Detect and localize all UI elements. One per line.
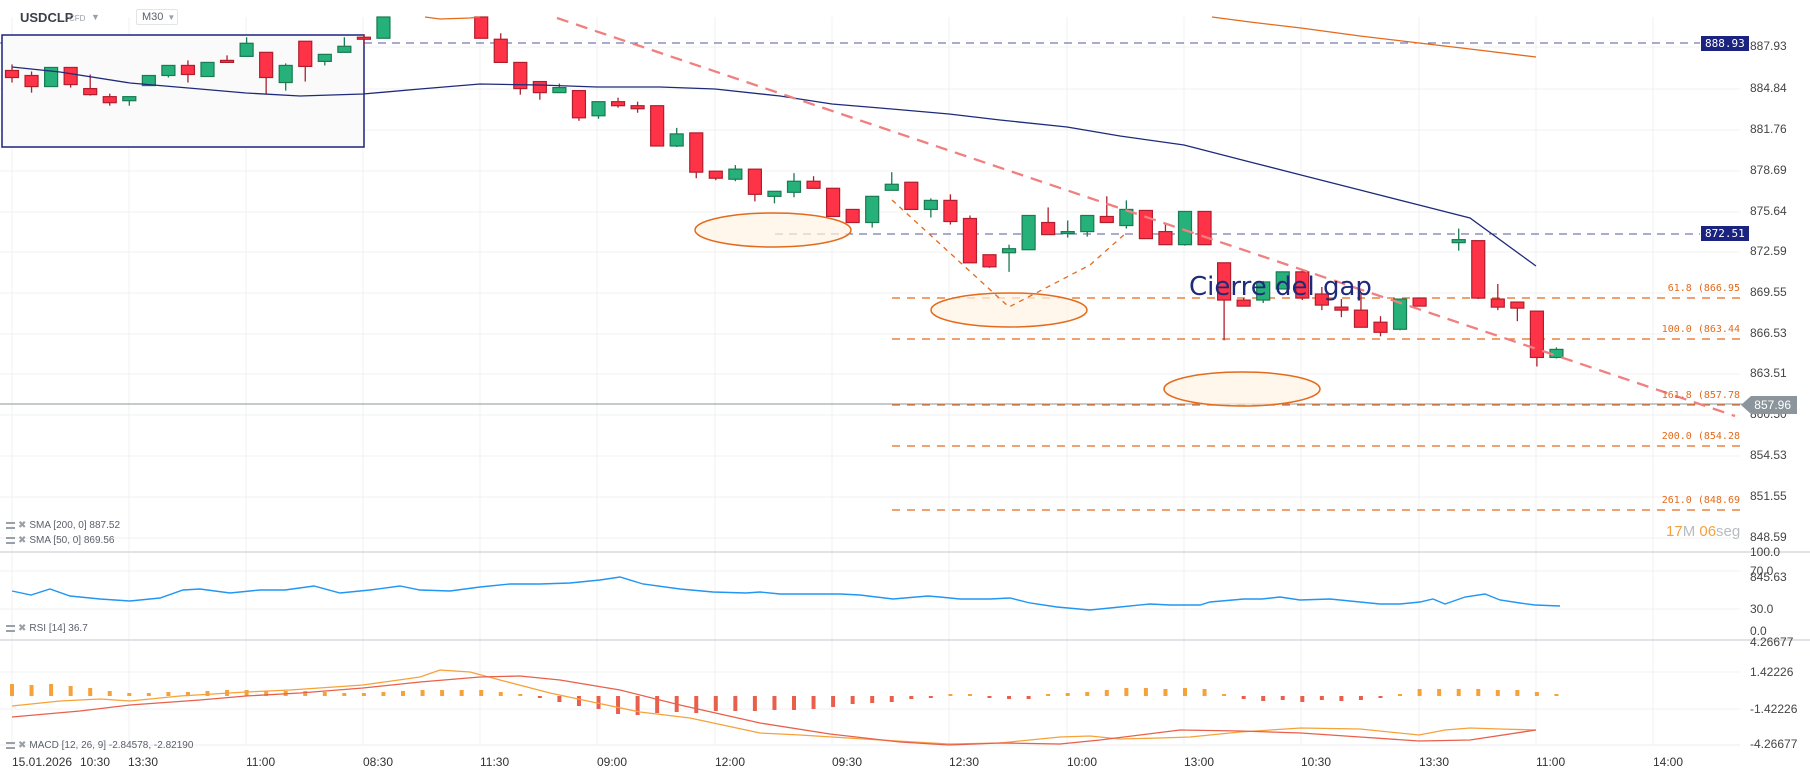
close-icon[interactable]: ✖ bbox=[18, 740, 27, 751]
time-axis-tick: 12:30 bbox=[949, 755, 980, 769]
settings-icon[interactable] bbox=[6, 521, 15, 529]
time-axis-tick: 14:00 bbox=[1653, 755, 1684, 769]
rsi-axis-tick: 100.0 bbox=[1750, 545, 1781, 559]
grid-lines bbox=[0, 17, 1740, 745]
price-axis-tick: 845.63 bbox=[1750, 570, 1787, 584]
candlesticks bbox=[4, 16, 1564, 367]
legend-sma50-label: SMA [50, 0] 869.56 bbox=[29, 535, 115, 546]
macd-axis-tick: -4.26677 bbox=[1750, 737, 1798, 751]
price-axis-tick: 848.59 bbox=[1750, 530, 1787, 544]
fib-level-label: 161.8 (857.78 bbox=[1661, 390, 1740, 401]
current-price-tag: 857.96 bbox=[1741, 396, 1797, 414]
macd-axis-tick: 4.26677 bbox=[1750, 635, 1794, 649]
time-axis-tick: 10:00 bbox=[1067, 755, 1098, 769]
price-axis-tick: 884.84 bbox=[1750, 81, 1787, 95]
time-axis-tick: 09:30 bbox=[832, 755, 863, 769]
close-icon[interactable]: ✖ bbox=[18, 520, 27, 531]
price-axis-tick: 863.51 bbox=[1750, 366, 1787, 380]
price-axis-tick: 875.64 bbox=[1750, 204, 1787, 218]
price-axis-tick: 866.53 bbox=[1750, 326, 1787, 340]
fib-level-label: 100.0 (863.44 bbox=[1661, 324, 1740, 335]
legend-sma200-label: SMA [200, 0] 887.52 bbox=[29, 520, 121, 531]
price-axis-tick: 887.93 bbox=[1750, 39, 1787, 53]
legend-sma50: ✖ SMA [50, 0] 869.56 bbox=[6, 535, 114, 546]
countdown-minutes: 17 bbox=[1666, 523, 1683, 540]
time-axis-tick: 12:00 bbox=[715, 755, 746, 769]
time-axis-tick: 13:30 bbox=[128, 755, 159, 769]
symbol-dropdown-icon[interactable]: ▼ bbox=[91, 12, 100, 22]
macd-panel bbox=[10, 669, 1559, 746]
panel-dividers bbox=[0, 551, 1810, 746]
price-axis-tick: 878.69 bbox=[1750, 163, 1787, 177]
close-icon[interactable]: ✖ bbox=[18, 535, 27, 546]
fib-level-label: 200.0 (854.28 bbox=[1661, 431, 1740, 442]
time-axis-tick: 11:30 bbox=[480, 755, 510, 769]
instrument-type: CFD bbox=[69, 14, 86, 23]
rsi-panel bbox=[11, 576, 1561, 611]
price-tag-resistance-high: 888.93 bbox=[1701, 36, 1749, 51]
timeframe-select[interactable]: M30 ▼ bbox=[136, 9, 178, 25]
time-axis-tick: 13:00 bbox=[1184, 755, 1215, 769]
legend-sma200: ✖ SMA [200, 0] 887.52 bbox=[6, 520, 120, 531]
close-icon[interactable]: ✖ bbox=[18, 623, 27, 634]
countdown-seconds: 06 bbox=[1699, 523, 1717, 540]
price-axis-tick: 869.55 bbox=[1750, 285, 1787, 299]
time-axis-tick: 11:00 bbox=[1536, 755, 1566, 769]
legend-rsi: ✖ RSI [14] 36.7 bbox=[6, 623, 88, 634]
time-axis-tick: 13:30 bbox=[1419, 755, 1450, 769]
settings-icon[interactable] bbox=[6, 536, 15, 544]
legend-macd: ✖ MACD [12, 26, 9] -2.84578, -2.82190 bbox=[6, 740, 193, 751]
timeframe-value: M30 bbox=[142, 11, 164, 23]
time-axis-tick: 10:30 bbox=[80, 755, 111, 769]
time-axis-tick: 09:00 bbox=[597, 755, 628, 769]
time-axis-tick: 15.01.2026 bbox=[12, 755, 73, 769]
time-axis-tick: 10:30 bbox=[1301, 755, 1332, 769]
fib-level-label: 61.8 (866.95 bbox=[1667, 283, 1740, 294]
rsi-axis-tick: 30.0 bbox=[1750, 602, 1774, 616]
macd-axis-tick: 1.42226 bbox=[1750, 665, 1794, 679]
indicator-overlays bbox=[11, 16, 1736, 418]
settings-icon[interactable] bbox=[6, 741, 15, 749]
annotation-gap-close[interactable]: Cierre del gap bbox=[1189, 272, 1372, 302]
legend-rsi-label: RSI [14] 36.7 bbox=[29, 623, 88, 634]
symbol-name[interactable]: USDCLP bbox=[20, 10, 74, 25]
countdown-minutes-unit: M bbox=[1682, 523, 1696, 540]
price-axis-tick: 851.55 bbox=[1750, 489, 1787, 503]
settings-icon[interactable] bbox=[6, 624, 15, 632]
countdown-seconds-unit: seg bbox=[1716, 523, 1741, 540]
rsi-axis-tick: 0.0 bbox=[1750, 624, 1767, 638]
highlight-ellipses bbox=[694, 212, 1321, 407]
price-axis-tick: 872.59 bbox=[1750, 244, 1787, 258]
chevron-down-icon: ▼ bbox=[167, 13, 176, 22]
legend-macd-label: MACD [12, 26, 9] -2.84578, -2.82190 bbox=[29, 740, 194, 751]
price-axis-tick: 881.76 bbox=[1750, 122, 1787, 136]
macd-axis-tick: -1.42226 bbox=[1750, 702, 1798, 716]
price-tag-resistance-mid: 872.51 bbox=[1701, 226, 1749, 241]
time-axis-tick: 11:00 bbox=[246, 755, 276, 769]
chart-header: USDCLP CFD ▼ M30 ▼ bbox=[0, 0, 600, 34]
candle-countdown: 17M 06seg bbox=[1666, 523, 1740, 540]
price-axis-tick: 854.53 bbox=[1750, 448, 1787, 462]
time-axis-tick: 08:30 bbox=[363, 755, 394, 769]
rsi-axis-tick: 70.0 bbox=[1750, 564, 1774, 578]
fib-level-label: 261.0 (848.69 bbox=[1661, 495, 1740, 506]
